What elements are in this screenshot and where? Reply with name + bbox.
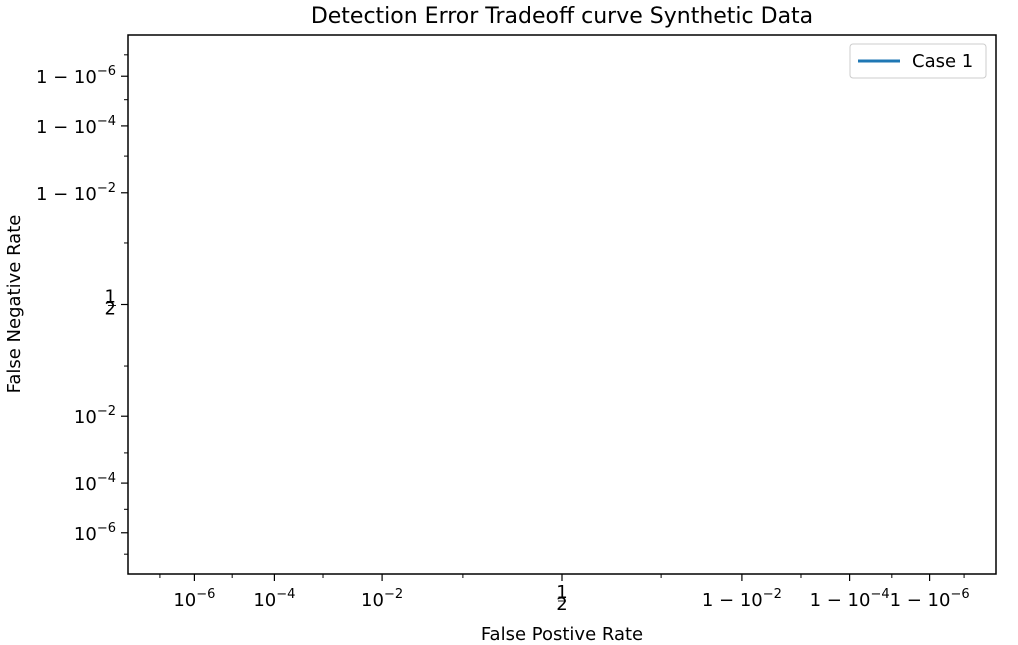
x-tick-label-0: 10−6 bbox=[173, 587, 215, 611]
plot-area bbox=[127, 34, 997, 575]
x-tick-label-6: 1 − 10−6 bbox=[890, 587, 970, 611]
legend-label-case-1: Case 1 bbox=[912, 51, 973, 72]
chart-title: Detection Error Tradeoff curve Synthetic… bbox=[311, 4, 813, 29]
y-tick-label-2: 10−2 bbox=[74, 404, 116, 428]
y-tick-label-5: 1 − 10−4 bbox=[36, 114, 116, 138]
y-tick-label-4: 1 − 10−2 bbox=[36, 181, 116, 205]
legend: Case 1 bbox=[849, 43, 987, 79]
y-axis: 10−6 10−4 10−2 1 2 1 − 10−2 1 − 10−4 1 − 10−6 bbox=[36, 54, 128, 555]
y-tick-label-0: 10−6 bbox=[74, 521, 116, 545]
y-tick-label-1: 10−4 bbox=[74, 471, 116, 495]
x-tick-label-4: 1 − 10−2 bbox=[702, 587, 782, 611]
x-tick-label-2: 10−2 bbox=[361, 587, 403, 611]
x-tick-label-5: 1 − 10−4 bbox=[810, 587, 890, 611]
x-tick-label-1: 10−4 bbox=[253, 587, 295, 611]
x-axis: 10−6 10−4 10−2 1 2 1 − 10−2 1 − 10−4 1 − 10−6 bbox=[159, 574, 970, 615]
legend-box bbox=[849, 43, 987, 79]
y-axis-label: False Negative Rate bbox=[4, 215, 25, 394]
y-tick-label-6: 1 − 10−6 bbox=[36, 64, 116, 88]
x-axis-label: False Postive Rate bbox=[481, 624, 643, 645]
